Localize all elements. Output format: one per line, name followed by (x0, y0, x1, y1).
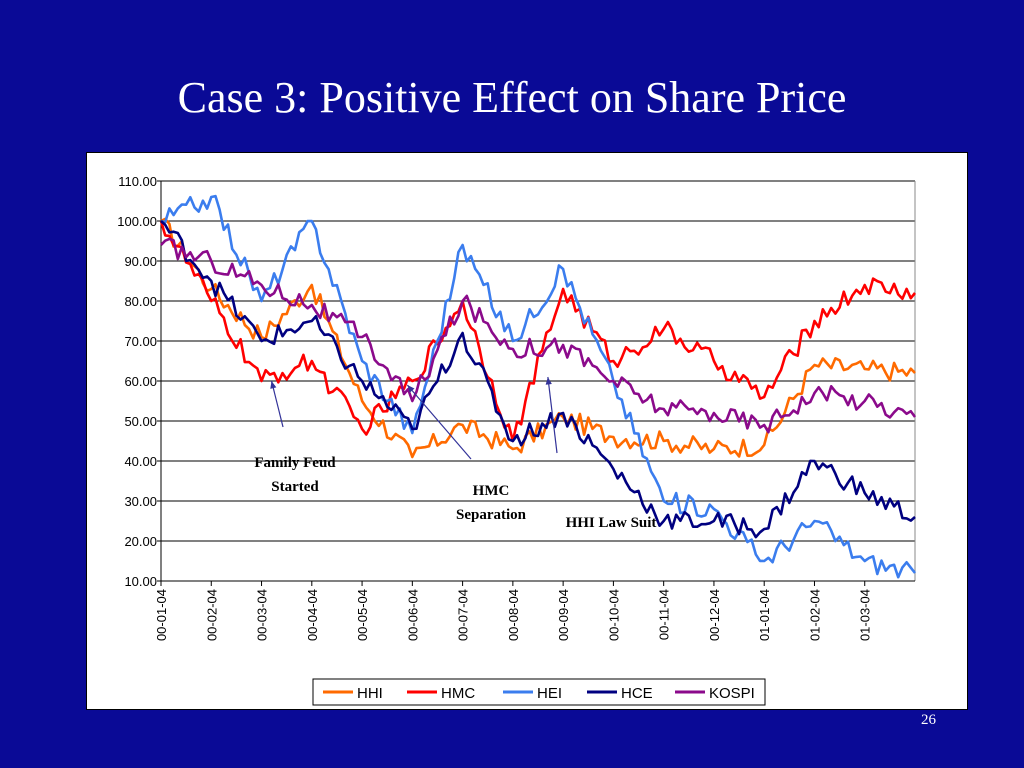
legend-label-hce: HCE (621, 685, 653, 702)
series-line-hhi (160, 217, 916, 459)
series-line-hmc (159, 220, 917, 443)
y-tick-label: 60.00 (124, 374, 157, 389)
x-tick-label: 00-12-04 (707, 589, 722, 641)
y-tick-label: 90.00 (124, 254, 157, 269)
y-tick-label: 110.00 (118, 174, 157, 189)
y-tick-label: 100.00 (117, 214, 157, 229)
y-tick-label: 20.00 (124, 534, 157, 549)
x-tick-label: 00-08-04 (506, 589, 521, 641)
annotations: Family Feud Started HMC Separation HHI Law S… (254, 376, 657, 531)
annotation-label: Family Feud (254, 455, 336, 471)
y-tick-label: 70.00 (124, 334, 157, 349)
series-line-hei (160, 194, 917, 579)
x-tick-label: 00-01-04 (154, 589, 169, 641)
series-line-hce (160, 220, 916, 539)
annotation-arrowhead (407, 385, 415, 393)
y-tick-label: 80.00 (124, 294, 157, 309)
x-tick-label: 00-05-04 (355, 589, 370, 641)
annotation-arrow (270, 380, 284, 428)
chart-panel: 110.00 100.00 90.00 80.00 70.00 60.00 50.00 40.… (86, 152, 968, 710)
series-line-kospi (160, 237, 917, 434)
x-tick-label: 00-10-04 (606, 589, 621, 641)
annotation-arrowhead (270, 381, 277, 389)
x-tick-label: 00-06-04 (405, 589, 420, 641)
line-chart: 110.00 100.00 90.00 80.00 70.00 60.00 50.00 40.… (117, 174, 917, 706)
legend-label-hmc: HMC (441, 685, 475, 702)
x-tick-label: 01-01-04 (757, 589, 772, 641)
gridlines (161, 180, 915, 582)
x-tick-label: 01-02-04 (807, 589, 822, 641)
x-tick-label: 00-03-04 (255, 589, 270, 641)
annotation-label: HHI Law Suit (566, 515, 657, 531)
legend: HHI HMC HEI HCE KOSPI (312, 678, 766, 706)
annotation-arrow (547, 376, 558, 454)
x-tick-label: 00-11-04 (657, 589, 672, 640)
x-tick-label: 01-03-04 (858, 589, 873, 641)
x-tick-label: 00-09-04 (556, 589, 571, 641)
annotation-label: Started (271, 479, 319, 495)
legend-label-hei: HEI (537, 685, 562, 702)
series-lines (159, 194, 917, 579)
annotation-arrow (406, 384, 472, 460)
x-tick-label: 00-02-04 (204, 589, 219, 641)
annotation-arrowhead (545, 377, 552, 385)
annotation-label: HMC (473, 483, 510, 499)
x-tick-label: 00-04-04 (305, 589, 320, 641)
x-tick-label: 00-07-04 (456, 589, 471, 641)
y-tick-label: 40.00 (124, 454, 157, 469)
y-tick-label: 50.00 (124, 414, 157, 429)
slide-title: Case 3: Positive Effect on Share Price (177, 73, 847, 122)
y-tick-label: 10.00 (124, 574, 157, 589)
page-number: 26 (921, 712, 936, 728)
annotation-label: Separation (456, 507, 527, 523)
y-tick-label: 30.00 (124, 494, 157, 509)
legend-label-kospi: KOSPI (709, 685, 755, 702)
legend-label-hhi: HHI (357, 685, 383, 702)
axes: 110.00 100.00 90.00 80.00 70.00 60.00 50.00 40.… (117, 174, 916, 641)
